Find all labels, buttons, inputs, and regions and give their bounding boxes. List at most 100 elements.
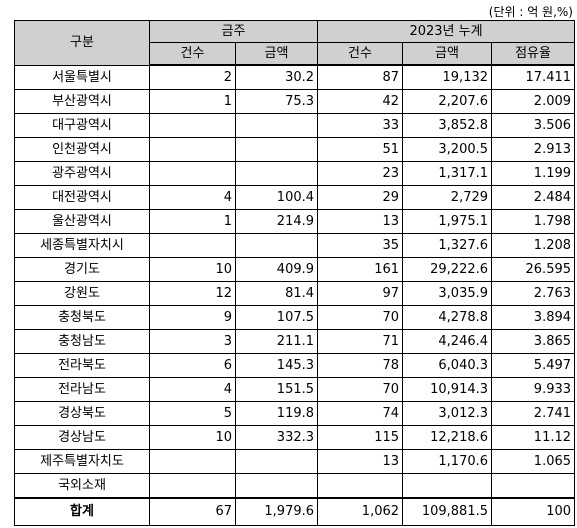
share-value-cell: 3.506	[491, 113, 576, 138]
region-name-cell: 충청북도	[14, 305, 150, 330]
table-row: 충청북도 9 107.5 70 4,278.8 3.894	[14, 305, 576, 330]
table-row: 부산광역시 1 75.3 42 2,207.6 2.009	[14, 89, 576, 114]
share-value-cell: 26.595	[491, 257, 576, 282]
week-count-cell: 10	[149, 257, 236, 282]
year-amount-cell: 2,207.6	[402, 89, 493, 114]
share-value-cell	[491, 473, 576, 499]
region-name-cell: 세종특별자치시	[14, 233, 150, 258]
year-amount-cell	[402, 473, 493, 499]
week-count-cell	[149, 137, 236, 162]
region-name-cell: 전라남도	[14, 377, 150, 402]
table-row: 세종특별자치시 35 1,327.6 1.208	[14, 233, 576, 258]
header-week-amount: 금액	[234, 42, 319, 66]
region-name-cell: 국외소재	[14, 473, 150, 499]
year-count-cell: 70	[317, 305, 404, 330]
week-count-cell	[149, 449, 236, 474]
year-amount-cell: 29,222.6	[402, 257, 493, 282]
week-count-cell: 12	[149, 281, 236, 306]
year-amount-cell: 1,975.1	[402, 209, 493, 234]
year-count-cell: 35	[317, 233, 404, 258]
year-count-cell: 115	[317, 425, 404, 450]
week-count-cell	[149, 161, 236, 186]
region-name-cell: 전라북도	[14, 353, 150, 378]
total-region-name-cell: 합계	[14, 497, 150, 526]
table-row: 경상남도 10 332.3 115 12,218.6 11.12	[14, 425, 576, 450]
share-value-cell: 1.199	[491, 161, 576, 186]
region-name-cell: 강원도	[14, 281, 150, 306]
total-week-amount-cell: 1,979.6	[234, 497, 319, 526]
region-name-cell: 대구광역시	[14, 113, 150, 138]
header-group-year: 2023년 누계	[317, 20, 576, 43]
week-count-cell	[149, 233, 236, 258]
year-count-cell: 70	[317, 377, 404, 402]
share-value-cell: 17.411	[491, 64, 576, 90]
year-count-cell: 87	[317, 64, 404, 90]
share-value-cell: 1.208	[491, 233, 576, 258]
region-name-cell: 광주광역시	[14, 161, 150, 186]
week-count-cell: 4	[149, 185, 236, 210]
week-amount-cell: 332.3	[234, 425, 319, 450]
region-name-cell: 경기도	[14, 257, 150, 282]
year-amount-cell: 6,040.3	[402, 353, 493, 378]
week-count-cell: 6	[149, 353, 236, 378]
table-row: 충청남도 3 211.1 71 4,246.4 3.865	[14, 329, 576, 354]
week-amount-cell	[234, 137, 319, 162]
year-amount-cell: 12,218.6	[402, 425, 493, 450]
year-count-cell: 161	[317, 257, 404, 282]
year-amount-cell: 3,012.3	[402, 401, 493, 426]
year-count-cell: 74	[317, 401, 404, 426]
region-name-cell: 부산광역시	[14, 89, 150, 114]
year-count-cell: 13	[317, 209, 404, 234]
week-count-cell: 1	[149, 209, 236, 234]
week-amount-cell: 81.4	[234, 281, 319, 306]
year-count-cell: 51	[317, 137, 404, 162]
year-count-cell: 42	[317, 89, 404, 114]
region-name-cell: 충청남도	[14, 329, 150, 354]
year-count-cell: 29	[317, 185, 404, 210]
header-group-week: 금주	[148, 20, 319, 43]
week-count-cell: 1	[149, 89, 236, 114]
week-amount-cell: 30.2	[234, 64, 319, 90]
year-amount-cell: 1,170.6	[402, 449, 493, 474]
region-name-cell: 대전광역시	[14, 185, 150, 210]
week-count-cell: 5	[149, 401, 236, 426]
week-count-cell: 9	[149, 305, 236, 330]
week-amount-cell: 214.9	[234, 209, 319, 234]
header-week-count: 건수	[149, 42, 236, 66]
total-year-amount-cell: 109,881.5	[402, 497, 493, 526]
region-statistics-table: 구분 금주 2023년 누계 건수 금액 건수 금액 점유율 서울특별시 2 30.…	[14, 20, 576, 526]
week-amount-cell	[234, 161, 319, 186]
region-name-cell: 서울특별시	[14, 64, 150, 90]
year-count-cell: 13	[317, 449, 404, 474]
share-value-cell: 3.894	[491, 305, 576, 330]
week-count-cell: 3	[149, 329, 236, 354]
week-amount-cell: 151.5	[234, 377, 319, 402]
table-body: 서울특별시 2 30.2 87 19,132 17.411 부산광역시 1 75.3 42 2,20…	[14, 64, 576, 526]
share-value-cell: 5.497	[491, 353, 576, 378]
header-share: 점유율	[491, 42, 576, 66]
total-share-value-cell: 100	[491, 497, 576, 526]
table-row: 광주광역시 23 1,317.1 1.199	[14, 161, 576, 186]
year-amount-cell: 1,317.1	[402, 161, 493, 186]
year-count-cell: 71	[317, 329, 404, 354]
week-amount-cell	[234, 473, 319, 499]
week-count-cell: 4	[149, 377, 236, 402]
region-name-cell: 인천광역시	[14, 137, 150, 162]
region-name-cell: 경상남도	[14, 425, 150, 450]
year-count-cell: 23	[317, 161, 404, 186]
region-name-cell: 울산광역시	[14, 209, 150, 234]
share-value-cell: 11.12	[491, 425, 576, 450]
share-value-cell: 3.865	[491, 329, 576, 354]
week-amount-cell: 107.5	[234, 305, 319, 330]
table-row: 국외소재	[14, 473, 576, 499]
unit-note: (단위 : 억 원,%)	[488, 5, 573, 19]
header-region: 구분	[14, 20, 150, 66]
year-count-cell	[317, 473, 404, 499]
table-row: 대전광역시 4 100.4 29 2,729 2.484	[14, 185, 576, 210]
table-row: 인천광역시 51 3,200.5 2.913	[14, 137, 576, 162]
table-row: 울산광역시 1 214.9 13 1,975.1 1.798	[14, 209, 576, 234]
year-amount-cell: 4,246.4	[402, 329, 493, 354]
total-year-count-cell: 1,062	[317, 497, 404, 526]
table-row: 강원도 12 81.4 97 3,035.9 2.763	[14, 281, 576, 306]
share-value-cell: 2.741	[491, 401, 576, 426]
